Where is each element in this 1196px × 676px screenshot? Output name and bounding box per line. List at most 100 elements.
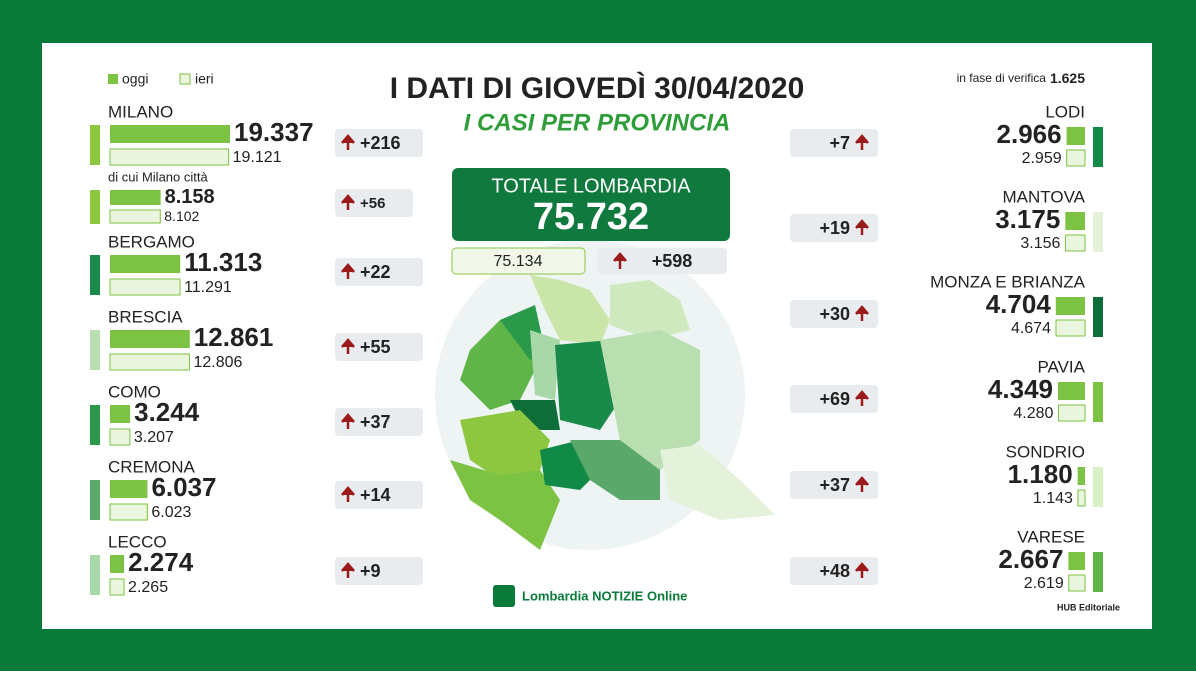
today-bar — [110, 125, 230, 143]
side-strip — [1093, 552, 1103, 592]
delta: +69 — [819, 389, 850, 409]
delta: +30 — [819, 304, 850, 324]
yesterday-value: 12.806 — [193, 354, 242, 371]
today-bar — [1068, 552, 1085, 570]
legend-swatch — [179, 73, 191, 85]
delta: +56 — [360, 195, 385, 212]
today-bar — [1065, 212, 1085, 230]
yesterday-bar — [1055, 319, 1086, 337]
legend-label: oggi — [122, 71, 148, 87]
today-bar — [110, 190, 161, 205]
province-name: LODI — [1045, 102, 1085, 121]
title: I DATI DI GIOVEDÌ 30/04/2020 — [390, 71, 805, 105]
yesterday-bar — [109, 503, 148, 521]
delta: +19 — [819, 218, 850, 238]
today-value: 2.667 — [998, 544, 1063, 574]
up-arrow — [855, 476, 869, 492]
total-delta-box — [597, 248, 727, 274]
province-name: MILANO — [108, 102, 173, 121]
delta-box — [335, 258, 423, 286]
side-strip — [1093, 212, 1103, 252]
delta: +37 — [360, 412, 391, 432]
region — [660, 445, 775, 520]
today-value: 3.244 — [134, 397, 200, 427]
up-arrow — [341, 263, 355, 279]
yesterday-bar — [1057, 404, 1086, 422]
map — [435, 240, 775, 550]
today-bar — [1066, 127, 1085, 145]
delta: +55 — [360, 337, 391, 357]
region — [555, 340, 620, 430]
side-strip — [1093, 382, 1103, 422]
yesterday-value: 11.291 — [184, 279, 232, 296]
region — [460, 410, 550, 480]
delta-box — [790, 557, 878, 585]
legend-label: ieri — [195, 71, 214, 87]
verification-label: in fase di verifica — [957, 71, 1047, 85]
credit: HUB Editoriale — [1057, 602, 1120, 612]
delta-box — [335, 481, 423, 509]
total-box — [452, 168, 730, 241]
yesterday-bar — [1077, 489, 1086, 507]
up-arrow — [341, 413, 355, 429]
yesterday-bar — [109, 278, 181, 296]
delta: +216 — [360, 133, 401, 153]
today-value: 4.349 — [988, 374, 1053, 404]
delta-box — [790, 300, 878, 328]
delta: +22 — [360, 262, 391, 282]
up-arrow — [855, 219, 869, 235]
today-value: 1.180 — [1008, 459, 1073, 489]
side-strip — [90, 255, 100, 295]
province-name: CREMONA — [108, 457, 196, 476]
up-arrow — [855, 134, 869, 150]
delta-box — [335, 557, 423, 585]
today-value: 6.037 — [151, 472, 216, 502]
delta: +7 — [829, 133, 850, 153]
logo-icon — [493, 585, 515, 607]
side-strip — [90, 405, 100, 445]
today-value: 2.966 — [997, 119, 1062, 149]
yesterday-value: 4.674 — [1011, 320, 1051, 337]
yesterday-bar — [1064, 234, 1086, 252]
up-arrow — [855, 305, 869, 321]
total-value: 75.732 — [533, 196, 649, 238]
delta-box — [790, 129, 878, 157]
region — [610, 280, 690, 340]
today-value: 4.704 — [986, 289, 1052, 319]
yesterday-value: 19.121 — [233, 149, 282, 166]
delta-box — [335, 333, 423, 361]
province-name: di cui Milano città — [108, 169, 208, 184]
province-name: VARESE — [1017, 527, 1085, 546]
today-bar — [110, 555, 125, 573]
today-value: 12.861 — [194, 322, 274, 352]
side-strip — [90, 555, 100, 595]
today-bar — [1058, 382, 1085, 400]
verification: in fase di verifica 1.625 — [957, 70, 1086, 86]
yesterday-bar — [1068, 574, 1086, 592]
side-strip — [90, 480, 100, 520]
region — [450, 460, 560, 550]
delta-box — [790, 385, 878, 413]
today-bar — [1055, 297, 1085, 315]
yesterday-value: 2.265 — [128, 579, 168, 596]
verification-value: 1.625 — [1050, 70, 1085, 86]
today-bar — [1077, 467, 1085, 485]
yesterday-value: 6.023 — [151, 504, 191, 521]
up-arrow — [341, 194, 355, 210]
today-value: 19.337 — [234, 117, 314, 147]
side-strip — [1093, 297, 1103, 337]
up-arrow — [855, 562, 869, 578]
up-arrow — [341, 338, 355, 354]
today-value: 8.158 — [165, 186, 215, 208]
yesterday-bar — [109, 428, 131, 446]
logo: Lombardia NOTIZIE Online — [522, 588, 687, 603]
province-name: COMO — [108, 382, 161, 401]
yesterday-value: 2.959 — [1022, 150, 1062, 167]
side-strip — [90, 190, 100, 224]
region — [530, 330, 560, 400]
province-name: MONZA E BRIANZA — [930, 272, 1086, 291]
up-arrow — [855, 390, 869, 406]
today-bar — [110, 405, 131, 423]
today-bar — [110, 480, 148, 498]
